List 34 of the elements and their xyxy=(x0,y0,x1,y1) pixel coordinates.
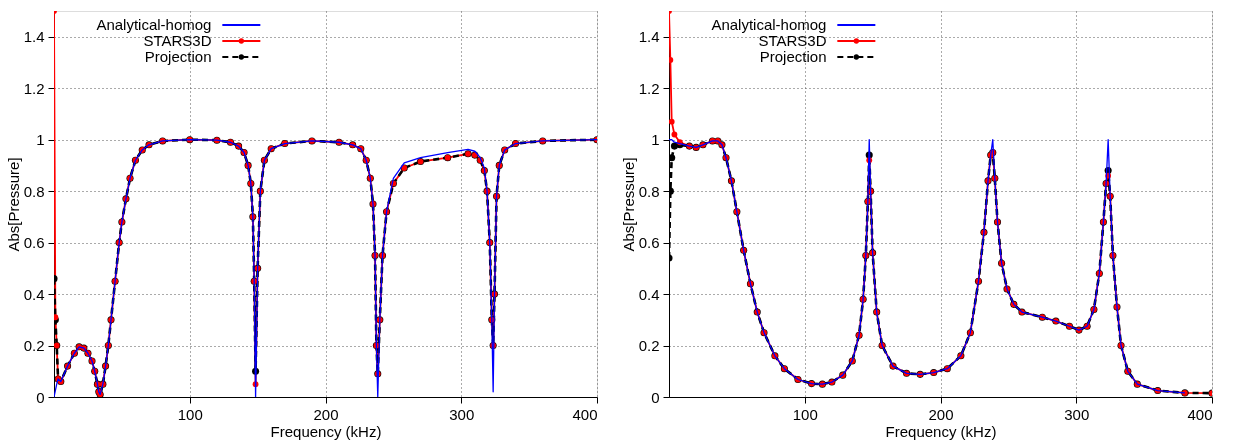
x-axis-title: Frequency (kHz) xyxy=(270,422,382,440)
y-tick-label: 1.2 xyxy=(638,79,660,97)
x-axis-title: Frequency (kHz) xyxy=(885,422,997,440)
y-tick-label: 0.4 xyxy=(23,285,45,303)
y-tick-label: 0.8 xyxy=(638,182,660,200)
legend-label: Analytical-homog xyxy=(96,16,212,33)
x-tick-label: 300 xyxy=(1064,405,1090,423)
y-tick-label: 0.8 xyxy=(23,182,45,200)
y-tick-label: 1.2 xyxy=(23,79,45,97)
y-axis-title: Abs[Pressure] xyxy=(4,157,22,252)
x-tick-label: 300 xyxy=(449,405,475,423)
legend-label: STARS3D xyxy=(758,32,827,49)
y-tick-label: 0.2 xyxy=(638,337,660,355)
y-tick-label: 1 xyxy=(36,131,45,149)
legend-label: STARS3D xyxy=(143,32,212,49)
x-tick-label: 100 xyxy=(792,405,818,423)
y-tick-label: 0 xyxy=(651,388,660,406)
legend-label: Projection xyxy=(759,48,827,65)
legend-label: Analytical-homog xyxy=(711,16,827,33)
y-tick-label: 0.6 xyxy=(638,234,660,252)
x-tick-label: 400 xyxy=(1187,405,1213,423)
y-tick-label: 0.6 xyxy=(23,234,45,252)
y-tick-label: 1.4 xyxy=(638,28,660,46)
y-tick-label: 0 xyxy=(36,388,45,406)
x-tick-label: 200 xyxy=(313,405,339,423)
y-tick-label: 0.4 xyxy=(638,285,660,303)
x-tick-label: 200 xyxy=(928,405,954,423)
y-tick-label: 1 xyxy=(651,131,660,149)
x-tick-label: 400 xyxy=(572,405,598,423)
y-tick-label: 1.4 xyxy=(23,28,45,46)
y-axis-title: Abs[Pressure] xyxy=(619,157,637,252)
legend-label: Projection xyxy=(144,48,212,65)
y-tick-label: 0.2 xyxy=(23,337,45,355)
x-tick-label: 100 xyxy=(177,405,203,423)
